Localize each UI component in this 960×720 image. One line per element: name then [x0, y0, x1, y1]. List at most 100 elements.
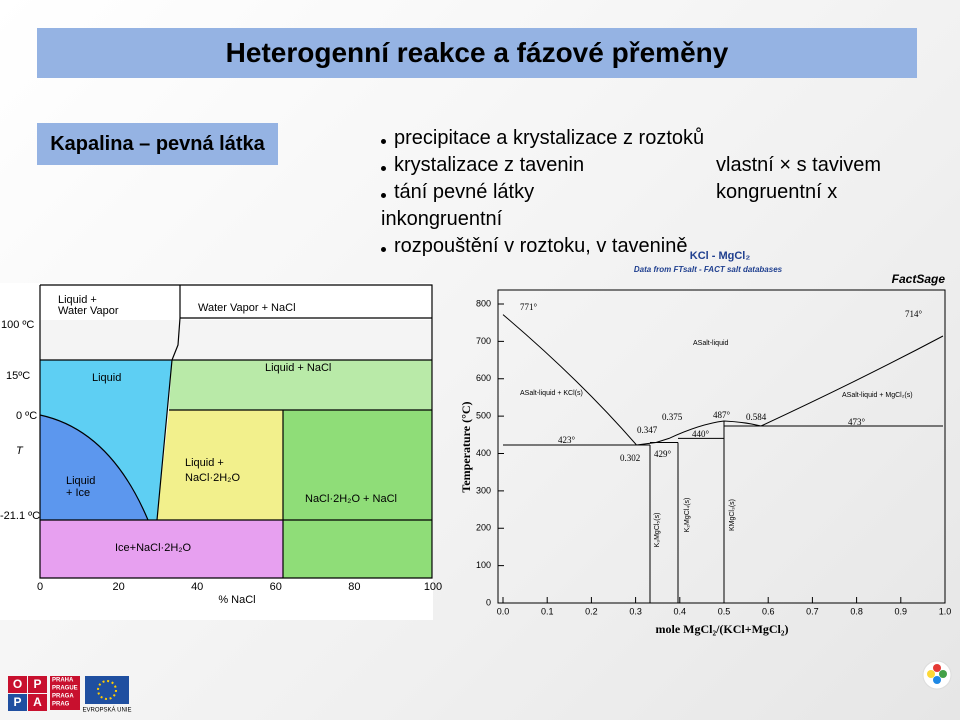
flower-logo [922, 660, 952, 690]
eu-text: EVROPSKÁ UNIE [82, 707, 131, 714]
y-tick-label: 600 [476, 373, 491, 383]
x-tick-label: 20 [112, 581, 124, 593]
bullet-text: tání pevné látky [394, 181, 535, 203]
brand: FactSage [892, 272, 946, 286]
temperature-label: 100 ºC [1, 319, 34, 331]
logo-letter: P [33, 677, 41, 691]
annotation: 473° [848, 417, 866, 427]
region-label: Water Vapor [58, 305, 119, 317]
region-liquid-nacl [169, 360, 432, 410]
diagram-title: KCl - MgCl₂ [690, 250, 751, 262]
annotation: 423° [558, 435, 576, 445]
x-tick-label: 0.8 [850, 606, 863, 616]
annotation: ASalt-liquid + MgCl₂(s) [842, 392, 913, 399]
aside-text: vlastní × s tavivem [716, 154, 882, 176]
annotation: 0.302 [620, 453, 640, 463]
logo-letter: P [13, 695, 21, 709]
slide-title: Heterogenní reakce a fázové přeměny [225, 37, 729, 68]
region-label: Liquid [92, 372, 121, 384]
logo-cell [8, 676, 27, 693]
region-liquid-dihydrate [157, 410, 283, 520]
y-tick-label: 300 [476, 485, 491, 495]
phase-lines [502, 314, 944, 603]
logo-letter: A [33, 695, 42, 709]
region-label: Liquid [66, 475, 95, 487]
y-tick-label: 0 [486, 597, 491, 607]
region-labels: Liquid + Water Vapor Water Vapor + NaCl … [58, 294, 397, 554]
x-tick-label: 100 [424, 581, 442, 593]
region [40, 285, 432, 320]
phase-label: KMgCl₃(s) [729, 499, 736, 531]
boundary [39, 414, 149, 521]
region-liquid-ice [40, 415, 148, 520]
annotation: 0.584 [746, 412, 767, 422]
region-label: Liquid + [185, 457, 224, 469]
boundaries [39, 284, 433, 579]
phase-label: K₃MgCl₅(s) [654, 513, 661, 548]
temperature-label: T [16, 445, 24, 457]
bullet-text: rozpouštění v roztoku, v tavenině [394, 235, 688, 257]
temperature-labels: 100 ºC 15ºC 0 ºC T -21.1 ºC [0, 319, 40, 522]
annotation: 487° [713, 410, 731, 420]
phase-label: K₂MgCl₄(s) [684, 498, 691, 533]
logo-cell [8, 694, 27, 711]
region-label: Liquid + [58, 294, 97, 306]
petal [933, 664, 941, 672]
bullet [381, 247, 386, 252]
temperature-label: -21.1 ºC [0, 510, 40, 522]
bullet-text: precipitace a krystalizace z roztoků [394, 127, 705, 149]
right-y-ticks: 0 100 200 300 400 500 600 700 800 [476, 298, 504, 607]
region-label: Water Vapor + NaCl [198, 302, 296, 314]
annotations: 771° 714° ASalt-liquid ASalt-liquid + KCl(s… [520, 302, 923, 463]
logo-cell [28, 694, 47, 711]
left-x-label: % NaCl [218, 594, 255, 606]
oppa-logo: O PP A [8, 676, 47, 711]
y-tick-label: 200 [476, 523, 491, 533]
x-tick-label: 0.7 [806, 606, 819, 616]
phase-labels: K₃MgCl₅(s) K₂MgCl₄(s) KMgCl₃(s) [654, 498, 736, 548]
bullet [381, 193, 386, 198]
liquidus [760, 335, 944, 427]
annotation: ASalt-liquid [693, 340, 729, 347]
diagram-subtitle: Data from FTsalt - FACT salt databases [634, 265, 783, 274]
x-tick-label: 0.2 [585, 606, 598, 616]
annotation: 440° [692, 429, 710, 439]
left-x-ticks: 0 20 40 60 80 100 [37, 581, 442, 593]
x-tick-label: 40 [191, 581, 203, 593]
frame [497, 289, 946, 604]
region-label: + Ice [66, 487, 90, 499]
right-diagram: KCl - MgCl₂ Data from FTsalt - FACT salt… [459, 250, 952, 636]
x-axis-label: mole MgCl₂/(KCl+MgCl₂) [655, 622, 788, 636]
praha-logo [50, 676, 80, 710]
city-name: PRAGA [52, 694, 74, 700]
x-tick-label: 0.9 [895, 606, 908, 616]
bullet [381, 139, 386, 144]
temperature-label: 0 ºC [16, 410, 37, 422]
region [40, 320, 432, 360]
x-tick-label: 0.5 [718, 606, 731, 616]
x-tick-label: 80 [348, 581, 360, 593]
aside-text: kongruentní x [716, 181, 838, 203]
left-diagram: Liquid + Water Vapor Water Vapor + NaCl … [0, 283, 442, 620]
region-liquid [40, 360, 172, 520]
bullet [381, 166, 386, 171]
annotation: 429° [654, 449, 672, 459]
y-tick-label: 500 [476, 411, 491, 421]
x-tick-label: 0.6 [762, 606, 775, 616]
y-tick-label: 700 [476, 336, 491, 346]
y-tick-label: 800 [476, 298, 491, 308]
continuation-text: inkongruentní [381, 208, 503, 230]
x-tick-label: 0.3 [629, 606, 642, 616]
footer: O PP A PRAHA PRAGUE PRAGA PRAG EVROPSKÁ UNIE [8, 660, 952, 714]
region-dihydrate-nacl [283, 410, 432, 578]
region-ice-dihydrate [40, 520, 283, 578]
x-tick-label: 0.0 [497, 606, 510, 616]
y-axis-label: Temperature (°C) [459, 401, 473, 492]
boundary [156, 359, 173, 521]
x-tick-label: 60 [270, 581, 282, 593]
annotation: 0.375 [662, 412, 683, 422]
section-box: Kapalina – pevná látka [37, 123, 278, 165]
city-name: PRAHA [52, 678, 74, 684]
